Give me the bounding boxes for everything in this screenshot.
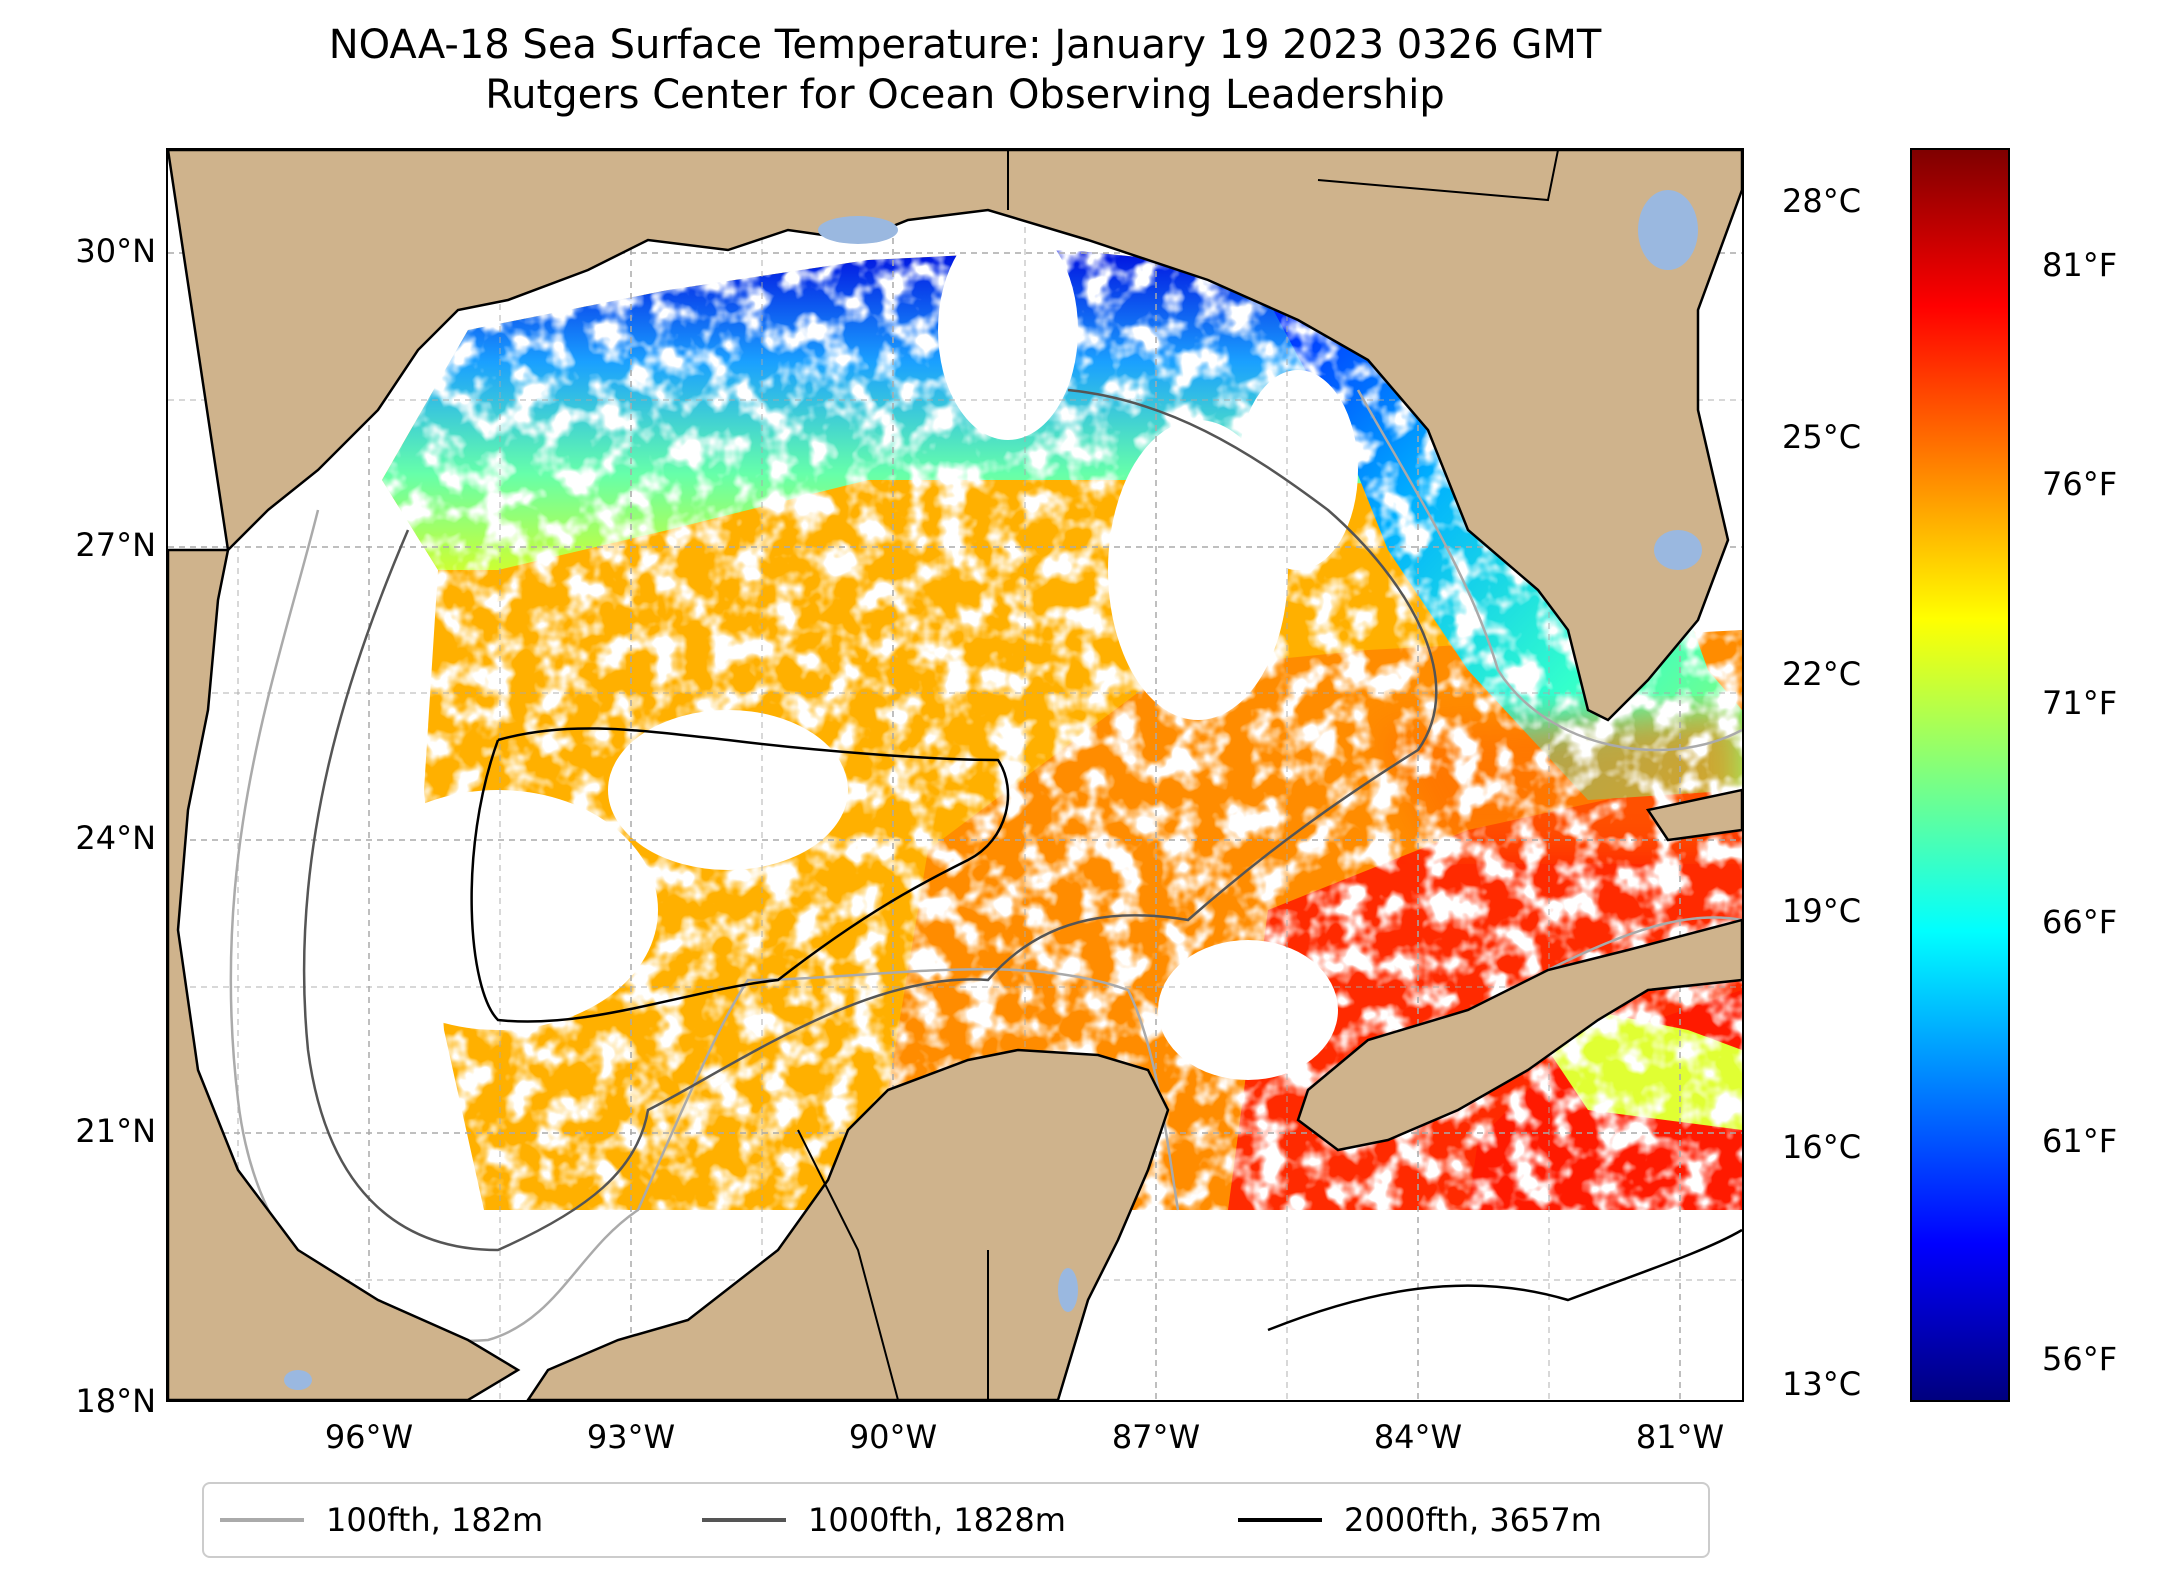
legend-label-1000fth: 1000fth, 1828m: [808, 1501, 1066, 1539]
state-borders: [797, 150, 1559, 1400]
lon-label-81w: 81°W: [1635, 1418, 1725, 1456]
legend-label-2000fth: 2000fth, 3657m: [1344, 1501, 1602, 1539]
fahrenheit-label-71: 71°F: [2042, 684, 2118, 722]
lon-label-93w: 93°W: [586, 1418, 676, 1456]
land-mexico-west: [168, 548, 521, 1400]
lat-label-24n: 24°N: [75, 819, 156, 857]
lat-label-18n: 18°N: [75, 1382, 156, 1420]
celsius-label-13: 13°C: [1782, 1365, 1862, 1403]
fahrenheit-label-56: 56°F: [2042, 1340, 2118, 1378]
lat-label-30n: 30°N: [75, 232, 156, 270]
lon-label-84w: 84°W: [1373, 1418, 1463, 1456]
celsius-label-25: 25°C: [1782, 418, 1862, 456]
sst-map: [166, 148, 1744, 1402]
legend-label-100fth: 100fth, 182m: [326, 1501, 544, 1539]
celsius-label-16: 16°C: [1782, 1128, 1862, 1166]
celsius-label-19: 19°C: [1782, 892, 1862, 930]
bathymetry-contours: [229, 388, 1742, 1343]
temperature-colorbar: [1910, 148, 2010, 1402]
fahrenheit-label-76: 76°F: [2042, 465, 2118, 503]
legend-item-1000fth: 1000fth, 1828m: [702, 1484, 1066, 1556]
legend-swatch-100fth: [220, 1518, 304, 1522]
land-us-gulf-coast: [168, 150, 1742, 722]
celsius-label-28: 28°C: [1782, 182, 1862, 220]
land-yucatan: [526, 1048, 1170, 1400]
lat-label-21n: 21°N: [75, 1112, 156, 1150]
lon-label-96w: 96°W: [324, 1418, 414, 1456]
land: [168, 150, 1742, 1400]
celsius-label-22: 22°C: [1782, 655, 1862, 693]
land-cuba: [1296, 918, 1742, 1152]
inland-water: [284, 190, 1702, 1390]
lon-label-90w: 90°W: [848, 1418, 938, 1456]
map-title: NOAA-18 Sea Surface Temperature: January…: [0, 20, 1930, 120]
contour-legend: 100fth, 182m 1000fth, 1828m 2000fth, 365…: [202, 1482, 1710, 1558]
legend-item-2000fth: 2000fth, 3657m: [1238, 1484, 1602, 1556]
land-florida-keys: [1645, 788, 1742, 842]
contour-2000fth: [470, 727, 1742, 1332]
contour-1000fth: [302, 388, 1438, 1252]
title-line-2: Rutgers Center for Ocean Observing Leade…: [485, 72, 1445, 118]
fahrenheit-label-81: 81°F: [2042, 246, 2118, 284]
title-line-1: NOAA-18 Sea Surface Temperature: January…: [328, 22, 1602, 68]
lat-label-27n: 27°N: [75, 526, 156, 564]
contour-100fth: [229, 389, 1742, 1343]
legend-swatch-1000fth: [702, 1518, 786, 1522]
fahrenheit-label-61: 61°F: [2042, 1122, 2118, 1160]
lon-label-87w: 87°W: [1111, 1418, 1201, 1456]
legend-swatch-2000fth: [1238, 1518, 1322, 1522]
fahrenheit-label-66: 66°F: [2042, 903, 2118, 941]
legend-item-100fth: 100fth, 182m: [220, 1484, 543, 1556]
